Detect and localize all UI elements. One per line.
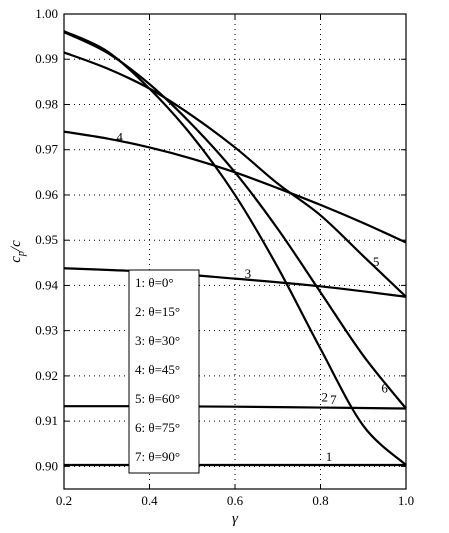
legend-box — [128, 269, 200, 474]
y-axis-label-sub: p — [16, 251, 27, 257]
legend-entry-2: 2: θ=15° — [135, 304, 180, 319]
curve-label-3: 3 — [245, 266, 252, 281]
curve-label-6: 6 — [381, 381, 388, 396]
series-line-7 — [63, 30, 407, 466]
legend-entry-3: 3: θ=30° — [135, 333, 180, 348]
x-tick-label: 0.8 — [312, 493, 328, 508]
legend-entry-6: 6: θ=75° — [135, 420, 180, 435]
y-tick-label: 0.94 — [35, 277, 58, 292]
x-tick-label: 0.6 — [227, 493, 244, 508]
x-tick-label: 0.4 — [141, 493, 158, 508]
y-tick-label: 0.93 — [35, 323, 58, 338]
legend-entry-7: 7: θ=90° — [135, 449, 180, 464]
series-line-2 — [63, 405, 407, 410]
x-tick-label: 1.0 — [398, 493, 414, 508]
x-axis-label: γ — [232, 511, 239, 527]
y-tick-label: 0.95 — [35, 232, 58, 247]
y-axis-label-tail: /c — [8, 240, 24, 252]
grid-layer — [64, 14, 406, 489]
curve-label-7: 7 — [330, 392, 337, 407]
curve-labels-layer: 1 2 3 4 5 6 7 — [116, 130, 388, 464]
y-tick-label: 0.90 — [35, 458, 58, 473]
y-tick-label: 1.00 — [35, 6, 58, 21]
curve-label-2: 2 — [322, 390, 329, 405]
legend-entry-5: 5: θ=60° — [135, 391, 180, 406]
y-axis-label-main: c — [8, 256, 24, 263]
series-line-3 — [63, 267, 407, 298]
x-tick-label: 0.2 — [56, 493, 72, 508]
y-axis-label: cp/c — [8, 240, 27, 263]
svg-text:cp/c: cp/c — [8, 240, 27, 263]
y-tick-label: 0.98 — [35, 96, 58, 111]
y-tick-label: 0.91 — [35, 413, 58, 428]
legend-entry-4: 4: θ=45° — [135, 362, 180, 377]
legend: 1: θ=0° 2: θ=15° 3: θ=30° 4: θ=45° 5: θ=60° 6… — [128, 269, 200, 474]
legend-entry-1: 1: θ=0° — [135, 275, 174, 290]
series-layer — [63, 30, 407, 467]
plot-frame — [63, 13, 407, 490]
ticks-layer: 0.2 0.4 0.6 0.8 1.0 0.90 0.91 0.92 0.93 0.94 0.95 0… — [35, 6, 414, 508]
curve-label-1: 1 — [326, 449, 333, 464]
y-tick-label: 0.97 — [35, 142, 58, 157]
y-tick-label: 0.96 — [35, 187, 58, 202]
curve-label-5: 5 — [373, 254, 380, 269]
curve-label-4: 4 — [116, 130, 123, 145]
y-tick-label: 0.99 — [35, 51, 58, 66]
series-line-5 — [63, 51, 407, 298]
y-tick-label: 0.92 — [35, 368, 58, 383]
